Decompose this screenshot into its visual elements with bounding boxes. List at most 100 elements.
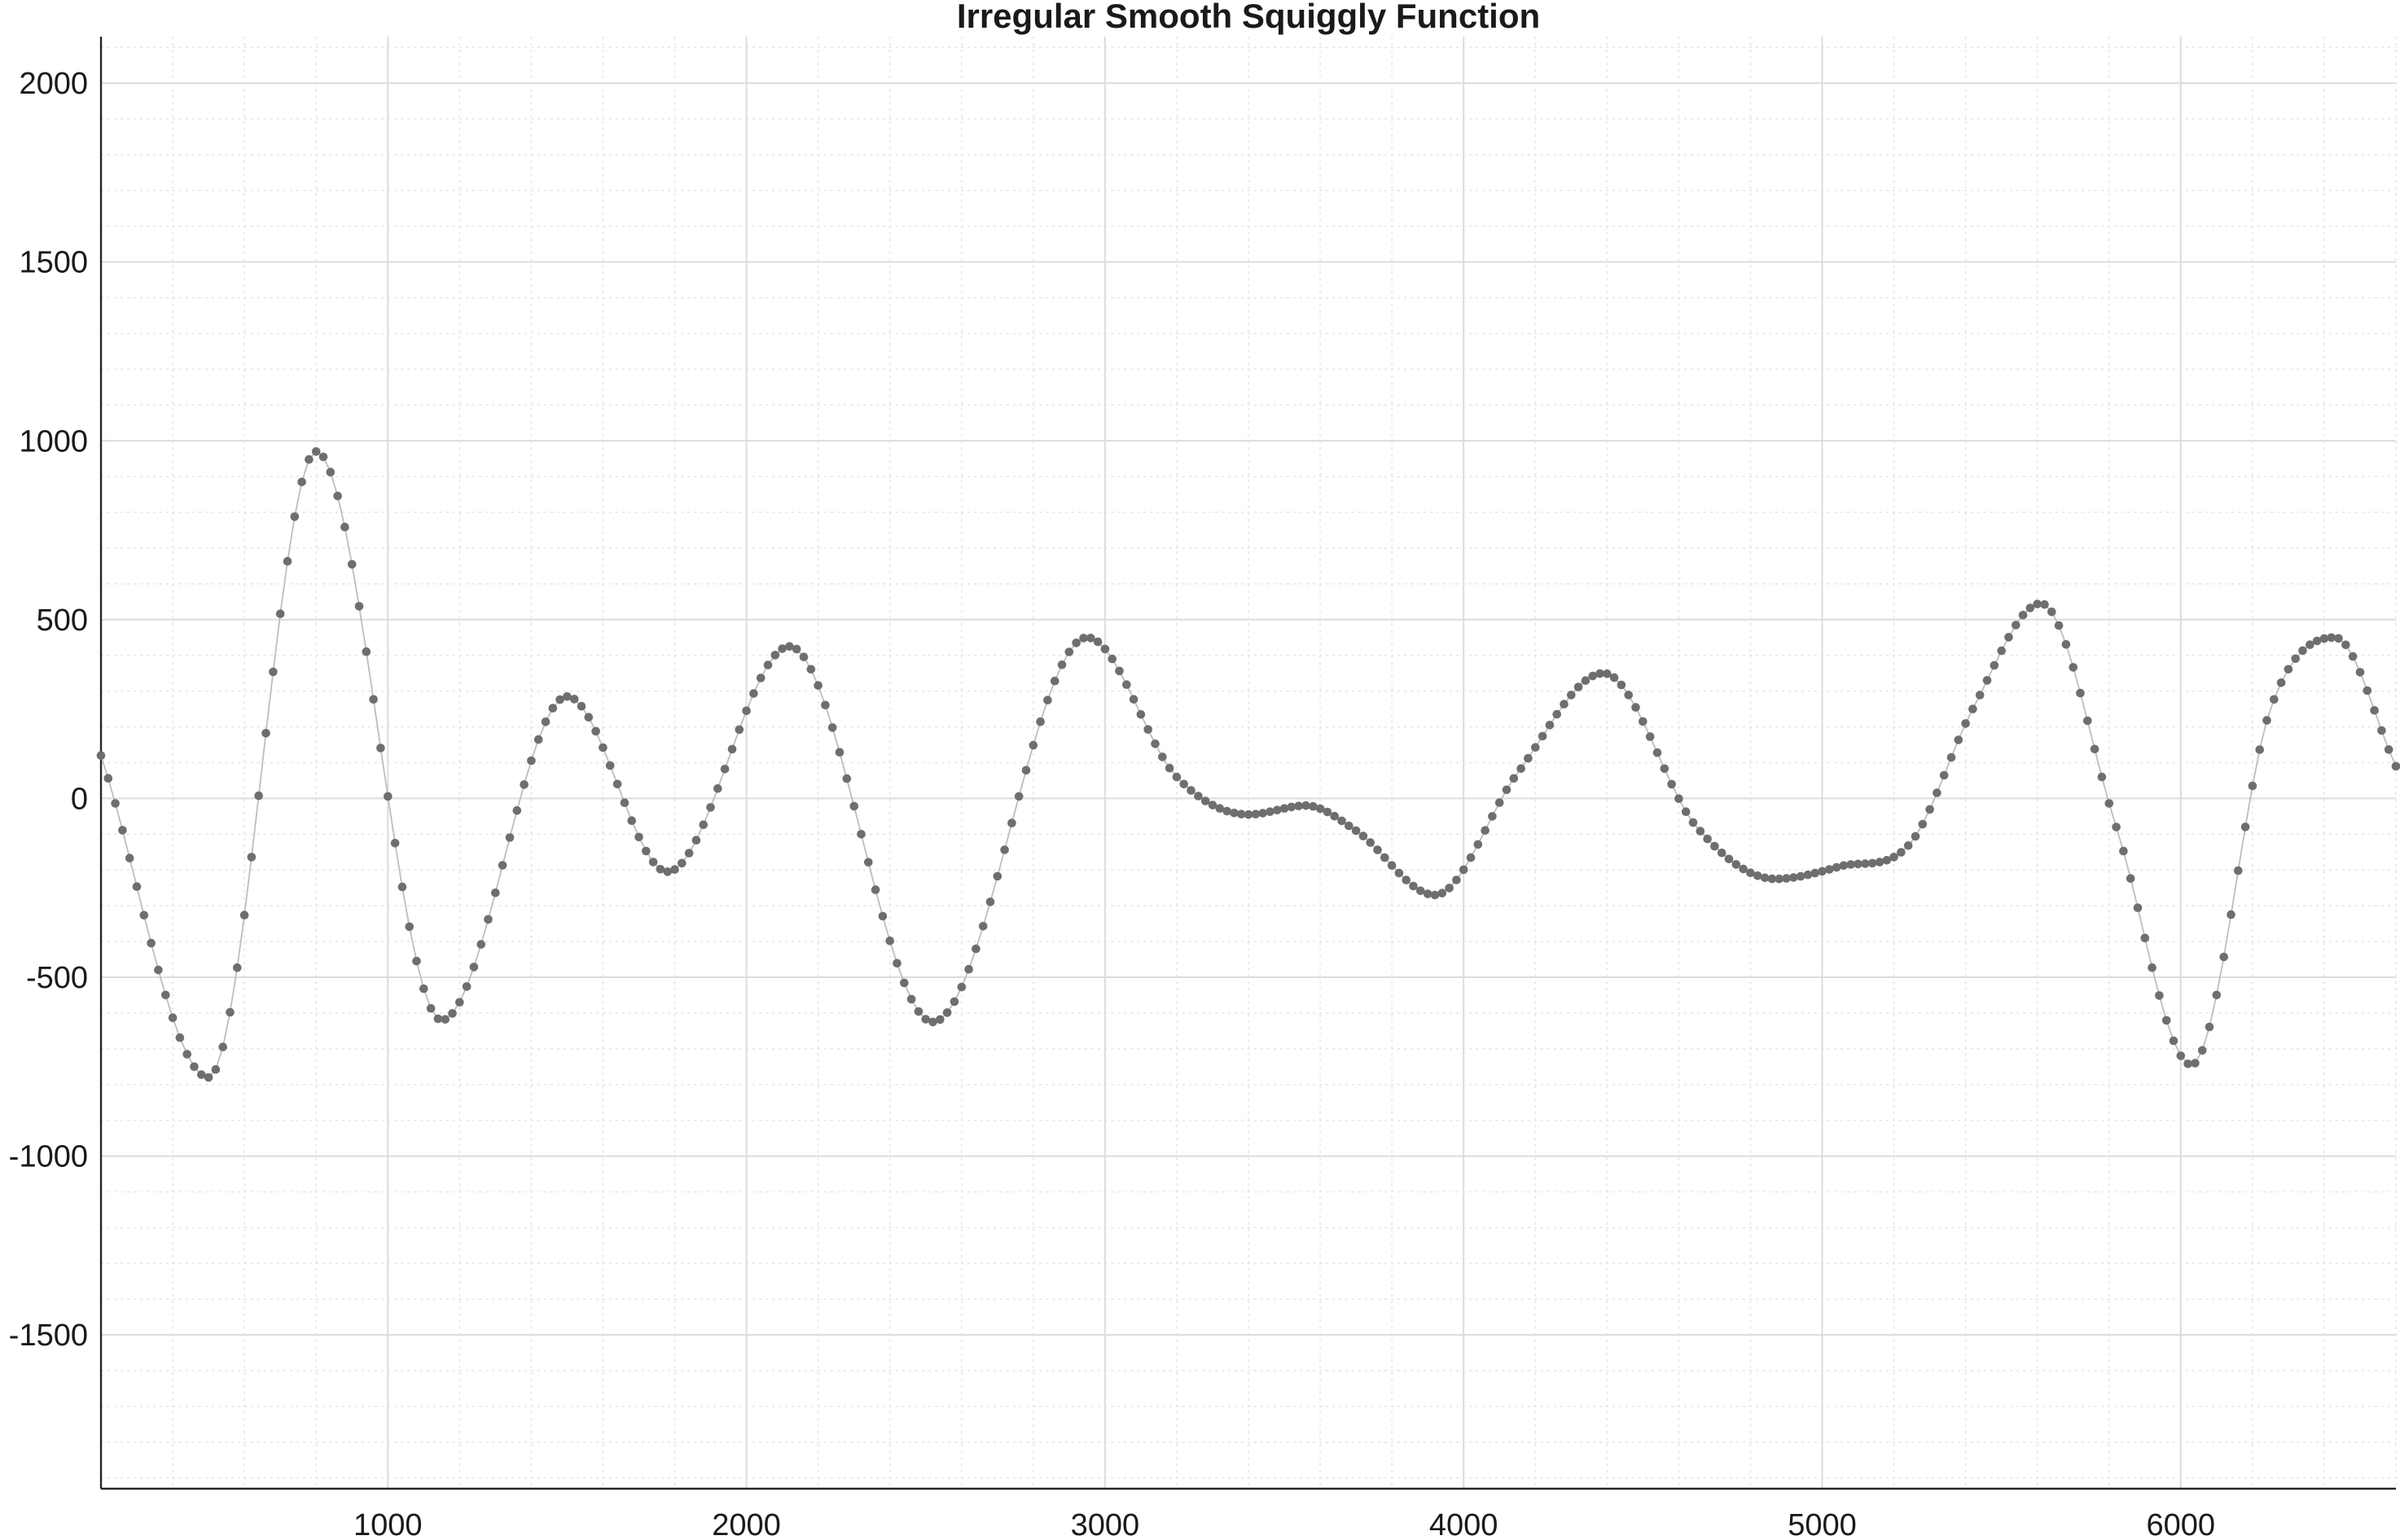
data-point: [1287, 802, 1297, 812]
data-point: [2334, 634, 2343, 643]
y-tick-label: -1500: [9, 1318, 88, 1353]
data-point: [1215, 804, 1225, 813]
data-point: [1681, 807, 1691, 816]
data-point: [1200, 796, 1210, 805]
data-point: [2384, 745, 2393, 754]
data-point: [555, 695, 564, 704]
data-point: [2176, 1051, 2186, 1060]
data-point: [2262, 716, 2271, 725]
data-point: [2234, 866, 2243, 875]
data-point: [1423, 889, 1433, 898]
data-point: [397, 882, 407, 892]
data-series: [96, 447, 2400, 1082]
data-point: [1982, 676, 1992, 685]
data-point: [1524, 753, 1533, 763]
data-point: [283, 556, 292, 566]
data-point: [993, 871, 1003, 881]
data-point: [390, 839, 400, 848]
data-point: [1789, 873, 1798, 882]
data-point: [849, 801, 858, 811]
data-point: [520, 780, 529, 789]
data-point: [1358, 831, 1368, 840]
data-point: [290, 512, 300, 521]
data-point: [1309, 801, 1318, 811]
data-point: [648, 858, 658, 867]
data-point: [1760, 873, 1770, 883]
major-grid: [101, 37, 2396, 1489]
x-tick-label: 6000: [2147, 1508, 2216, 1540]
data-point: [678, 858, 687, 868]
data-point: [1337, 816, 1346, 826]
data-point: [96, 751, 106, 760]
data-point: [505, 833, 515, 842]
y-tick-label: 500: [37, 603, 88, 638]
data-point: [1516, 764, 1525, 773]
data-point: [2319, 634, 2329, 643]
data-point: [419, 984, 428, 994]
data-point: [2183, 1060, 2192, 1068]
data-point: [1459, 865, 1468, 875]
data-point: [1007, 818, 1016, 827]
data-point: [642, 846, 651, 856]
data-point: [792, 644, 801, 654]
data-point: [1187, 786, 1196, 795]
data-point: [376, 744, 385, 752]
data-point: [1086, 634, 1095, 643]
data-point: [441, 1015, 450, 1024]
data-point: [735, 725, 744, 735]
data-point: [2126, 874, 2135, 883]
data-point: [2097, 772, 2107, 782]
data-point: [1072, 638, 1081, 647]
data-point: [1645, 732, 1655, 741]
data-point: [842, 774, 852, 783]
data-point: [1624, 691, 1633, 700]
data-point: [2140, 933, 2150, 943]
data-point: [2197, 1046, 2207, 1055]
data-point: [727, 744, 737, 754]
data-point: [720, 765, 730, 774]
data-point: [2341, 640, 2350, 650]
data-point: [1545, 721, 1555, 730]
data-point: [1301, 801, 1310, 810]
data-point: [1000, 845, 1009, 854]
data-point: [827, 723, 837, 732]
data-point: [1194, 792, 1203, 801]
data-point: [900, 978, 909, 988]
y-tick-label: 2000: [19, 67, 88, 101]
data-point: [1050, 676, 1060, 686]
data-point: [656, 865, 665, 874]
data-point: [2069, 663, 2078, 672]
data-point: [2061, 640, 2071, 649]
data-point: [1767, 874, 1777, 884]
data-point: [139, 910, 149, 920]
data-point: [1603, 669, 1612, 678]
x-tick-labels: 1000 2000 3000 4000 5000 6000: [353, 1508, 2215, 1540]
data-point: [2104, 799, 2114, 808]
data-point: [1079, 634, 1088, 643]
data-point: [103, 774, 113, 783]
data-point: [491, 888, 500, 897]
data-point: [1918, 819, 1928, 829]
data-point: [2348, 652, 2358, 661]
data-point: [269, 667, 278, 677]
data-point: [1832, 862, 1841, 872]
data-point: [2248, 781, 2257, 791]
data-point: [1158, 752, 1167, 761]
data-point: [1882, 856, 1892, 865]
data-point: [1100, 644, 1110, 654]
data-point: [950, 997, 959, 1007]
data-point: [785, 642, 794, 652]
data-point: [1064, 647, 1074, 656]
data-point: [2219, 952, 2228, 962]
data-point: [2363, 686, 2372, 695]
data-point: [713, 784, 722, 793]
data-point: [2054, 621, 2064, 630]
data-point: [1251, 809, 1261, 818]
data-point: [1409, 881, 1418, 891]
data-point: [1560, 700, 1569, 709]
data-point: [168, 1013, 178, 1023]
data-point: [1839, 861, 1849, 871]
data-point: [2040, 600, 2049, 609]
data-point: [921, 1015, 930, 1024]
data-point: [1452, 875, 1461, 884]
